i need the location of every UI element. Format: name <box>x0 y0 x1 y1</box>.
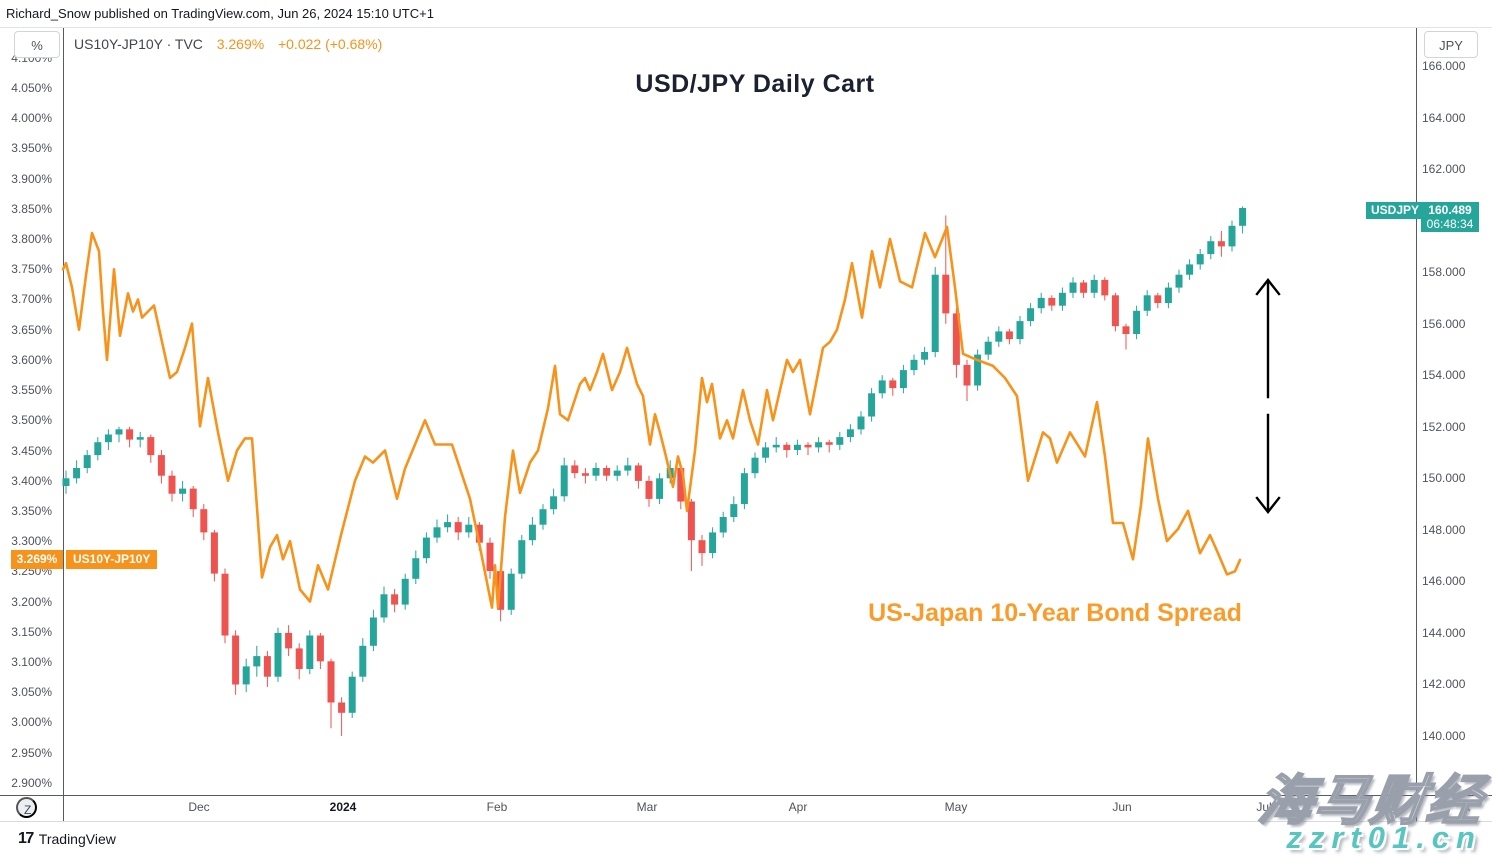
right-axis-tick: 158.000 <box>1422 265 1466 280</box>
bar-countdown: 06:48:34 <box>1426 217 1474 231</box>
left-axis-tick: 3.800% <box>11 232 52 247</box>
left-axis-tick: 3.200% <box>11 594 52 609</box>
byline: Richard_Snow published on TradingView.co… <box>6 6 434 21</box>
symbol-change: +0.022 (+0.68%) <box>277 36 383 52</box>
right-axis-tick: 150.000 <box>1422 471 1466 486</box>
right-axis-tick: 146.000 <box>1422 574 1466 589</box>
left-axis-tick: 3.950% <box>11 141 52 156</box>
left-axis-tick: 3.550% <box>11 383 52 398</box>
jpy-scale-button[interactable]: JPY <box>1424 31 1478 58</box>
symbol-legend[interactable]: US10Y-JP10Y · TVC 3.269% +0.022 (+0.68%) <box>74 36 382 52</box>
right-axis-tick: 142.000 <box>1422 677 1466 692</box>
left-axis-tick: 3.600% <box>11 352 52 367</box>
right-axis-border <box>1416 28 1417 821</box>
right-axis-tick: 152.000 <box>1422 419 1466 434</box>
left-axis-tick: 3.000% <box>11 715 52 730</box>
left-axis-tick: 3.700% <box>11 292 52 307</box>
right-axis-tick: 156.000 <box>1422 316 1466 331</box>
left-axis-tick: 3.450% <box>11 443 52 458</box>
left-axis-tick: 3.900% <box>11 171 52 186</box>
left-price-axis[interactable]: 4.100%4.050%4.000%3.950%3.900%3.850%3.80… <box>0 0 60 857</box>
usdjpy-last-price: 160.489 <box>1428 203 1472 217</box>
right-axis-tick: 140.000 <box>1422 729 1466 743</box>
usdjpy-axis-price-label: 160.489 06:48:34 <box>1421 202 1479 232</box>
bond-spread-annotation: US-Japan 10-Year Bond Spread <box>868 599 1242 627</box>
time-axis-bottom-border <box>0 821 1492 822</box>
right-axis-tick: 154.000 <box>1422 368 1466 383</box>
left-axis-tick: 4.050% <box>11 81 52 95</box>
left-axis-tick: 4.000% <box>11 111 52 126</box>
spread-series-tag[interactable]: US10Y-JP10Y <box>66 550 158 570</box>
left-axis-tick: 3.150% <box>11 624 52 639</box>
time-axis-label-jul: Jul <box>1256 800 1272 814</box>
left-axis-tick: 3.650% <box>11 322 52 337</box>
right-axis-tick: 162.000 <box>1422 162 1466 177</box>
auto-scale-button[interactable]: A <box>1462 800 1471 814</box>
left-axis-tick: 3.050% <box>11 685 52 700</box>
time-axis-label-jun: Jun <box>1112 800 1132 814</box>
right-axis-tick: 148.000 <box>1422 522 1466 537</box>
left-axis-tick: 2.950% <box>11 745 52 760</box>
time-axis-label-apr: Apr <box>788 800 808 814</box>
right-axis-tick: 164.000 <box>1422 110 1466 125</box>
right-axis-tick: 144.000 <box>1422 625 1466 640</box>
time-axis-label-2024: 2024 <box>329 800 357 814</box>
chart-title: USD/JPY Daily Cart <box>635 70 875 98</box>
time-axis-label-dec: Dec <box>188 800 210 814</box>
left-axis-tick: 3.850% <box>11 201 52 216</box>
usdjpy-series-tag[interactable]: USDJPY <box>1366 202 1425 219</box>
left-axis-border <box>63 28 64 821</box>
left-axis-tick: 3.100% <box>11 654 52 669</box>
time-axis-label-may: May <box>944 800 968 814</box>
left-axis-tick: 3.350% <box>11 503 52 518</box>
time-axis-label-mar: Mar <box>636 800 658 814</box>
time-axis-border <box>0 795 1492 796</box>
tradingview-logo-text: TradingView <box>38 831 116 847</box>
left-axis-tick: 3.300% <box>11 534 52 549</box>
percent-scale-button[interactable]: % <box>14 31 60 58</box>
tradingview-attribution[interactable]: 17 TradingView <box>18 830 116 848</box>
symbol-name: US10Y-JP10Y · TVC <box>74 36 203 52</box>
spread-axis-price-label: 3.269% <box>11 550 63 570</box>
time-axis-label-feb: Feb <box>486 800 508 814</box>
left-axis-tick: 3.500% <box>11 413 52 428</box>
timezone-button[interactable]: Z <box>16 797 37 818</box>
left-axis-tick: 3.400% <box>11 473 52 488</box>
left-axis-tick: 2.900% <box>11 775 52 790</box>
left-axis-tick: 3.750% <box>11 262 52 277</box>
symbol-last-value: 3.269% <box>216 36 265 52</box>
right-axis-tick: 166.000 <box>1422 59 1466 73</box>
header-divider <box>0 27 1492 28</box>
tradingview-logo-icon: 17 <box>18 830 34 847</box>
